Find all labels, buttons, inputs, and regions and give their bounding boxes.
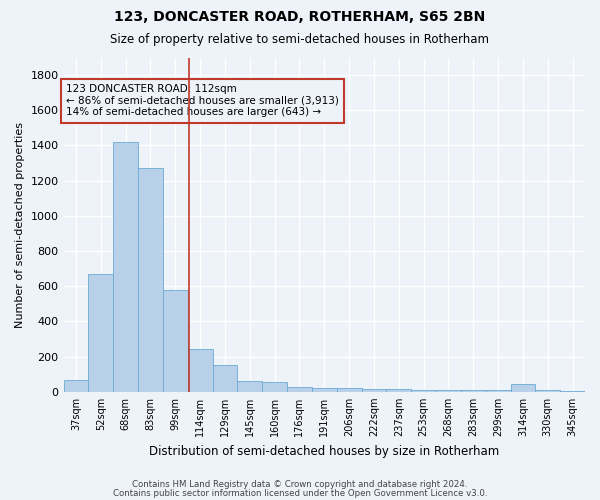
Bar — [337, 388, 362, 392]
Bar — [560, 391, 585, 392]
Bar — [436, 390, 461, 392]
Bar — [485, 390, 511, 392]
Text: Size of property relative to semi-detached houses in Rotherham: Size of property relative to semi-detach… — [110, 32, 490, 46]
Bar — [64, 380, 88, 392]
Bar — [113, 142, 138, 392]
Text: Contains HM Land Registry data © Crown copyright and database right 2024.: Contains HM Land Registry data © Crown c… — [132, 480, 468, 489]
Bar — [212, 366, 238, 392]
Y-axis label: Number of semi-detached properties: Number of semi-detached properties — [15, 122, 25, 328]
Text: Contains public sector information licensed under the Open Government Licence v3: Contains public sector information licen… — [113, 490, 487, 498]
Bar — [138, 168, 163, 392]
Bar — [386, 389, 411, 392]
Bar — [312, 388, 337, 392]
Bar — [238, 381, 262, 392]
Text: 123 DONCASTER ROAD: 112sqm
← 86% of semi-detached houses are smaller (3,913)
14%: 123 DONCASTER ROAD: 112sqm ← 86% of semi… — [66, 84, 339, 117]
Bar — [287, 386, 312, 392]
Bar — [88, 274, 113, 392]
Bar — [535, 390, 560, 392]
X-axis label: Distribution of semi-detached houses by size in Rotherham: Distribution of semi-detached houses by … — [149, 444, 499, 458]
Bar — [411, 390, 436, 392]
Bar — [511, 384, 535, 392]
Bar — [362, 389, 386, 392]
Bar — [461, 390, 485, 392]
Bar — [163, 290, 188, 392]
Bar — [262, 382, 287, 392]
Bar — [188, 348, 212, 392]
Text: 123, DONCASTER ROAD, ROTHERHAM, S65 2BN: 123, DONCASTER ROAD, ROTHERHAM, S65 2BN — [115, 10, 485, 24]
